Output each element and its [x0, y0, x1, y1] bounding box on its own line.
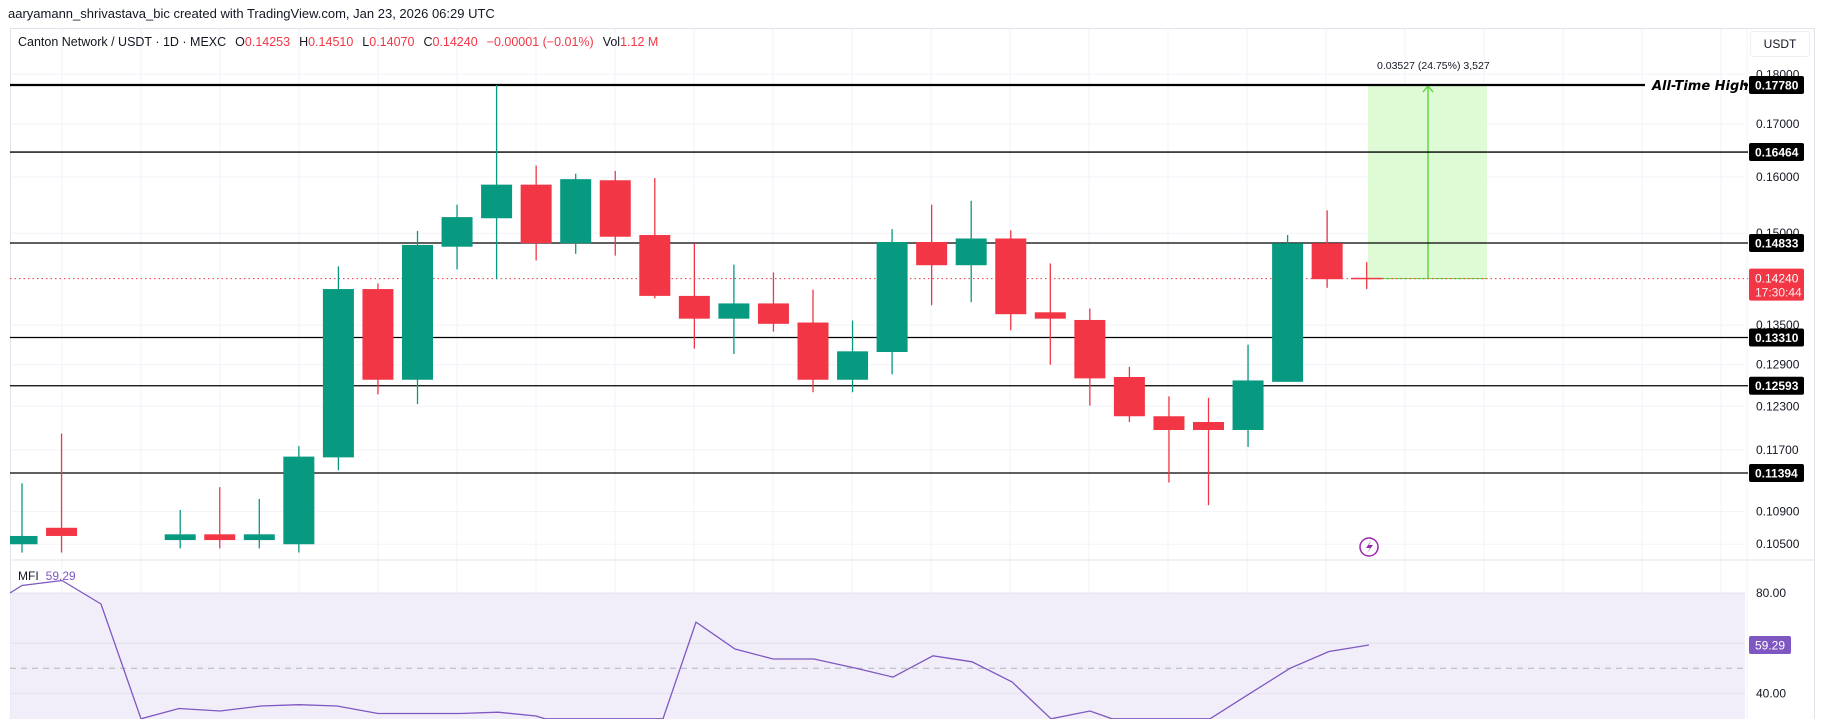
mfi-pane [9, 579, 1745, 719]
price-tick: 0.17000 [1756, 117, 1800, 131]
svg-text:0.12593: 0.12593 [1755, 379, 1799, 393]
candle [481, 85, 513, 280]
level-price-tag [1749, 376, 1804, 395]
candle [639, 178, 671, 299]
candle [520, 165, 552, 261]
candle [1153, 396, 1185, 483]
price-tick: 0.16000 [1756, 170, 1800, 184]
chart-icons [1359, 537, 1379, 557]
candle [204, 487, 236, 549]
candle [837, 320, 869, 393]
candle [916, 204, 948, 306]
candle [1193, 397, 1224, 506]
candle [1074, 308, 1106, 406]
mfi-tick: 80.00 [1756, 586, 1786, 600]
legend-close: C 0.14240 [423, 35, 478, 49]
candle [678, 243, 710, 349]
symbol-legend: Canton Network / USDT · 1D · MEXC O 0.142… [18, 35, 658, 49]
candle [560, 173, 592, 254]
candle [164, 510, 196, 549]
svg-text:0.13310: 0.13310 [1755, 331, 1799, 345]
candlesticks [10, 85, 1383, 553]
candle [1272, 234, 1304, 382]
svg-text:59.29: 59.29 [1755, 638, 1785, 652]
candle [1034, 263, 1066, 365]
price-tick: 0.10900 [1756, 505, 1800, 519]
price-tick: 0.10500 [1756, 537, 1800, 551]
level-price-tag [1749, 328, 1804, 347]
chart-frame [10, 28, 1815, 719]
mfi-name: MFI [18, 569, 39, 583]
svg-text:0.17780: 0.17780 [1755, 79, 1799, 93]
level-price-tag [1749, 463, 1804, 482]
legend-high: H 0.14510 [299, 35, 354, 49]
level-price-tag [1749, 234, 1804, 253]
candle [283, 446, 315, 553]
level-price-tag [1749, 143, 1804, 162]
price-tick: 0.12900 [1756, 358, 1800, 372]
candle [797, 289, 829, 393]
candle [243, 498, 275, 549]
mfi-value-tag [1749, 635, 1791, 654]
candle [322, 266, 354, 471]
ath-label: All-Time High [1651, 79, 1749, 94]
candle [1232, 344, 1264, 447]
currency-selector[interactable]: USDT [1750, 31, 1810, 57]
candle [718, 264, 750, 354]
candle [362, 283, 394, 395]
candle [46, 433, 78, 553]
candle [1351, 262, 1383, 290]
legend-low: L 0.14070 [362, 35, 415, 49]
candle [1311, 210, 1343, 288]
svg-text:0.14833: 0.14833 [1755, 237, 1799, 251]
mfi-value: 59.29 [45, 569, 76, 583]
svg-text:0.14240: 0.14240 [1755, 272, 1799, 286]
legend-volume: Vol 1.12 M [602, 35, 659, 49]
svg-text:0.11394: 0.11394 [1755, 466, 1798, 480]
mfi-legend[interactable]: MFI 59.29 [18, 569, 76, 583]
chart-attribution: aaryamann_shrivastava_bic created with T… [8, 6, 495, 21]
mfi-line [9, 579, 1370, 719]
candle [10, 483, 38, 553]
measure-label: 0.03527 (24.75%) 3,527 [1377, 60, 1490, 72]
candle [876, 229, 908, 375]
candle [995, 230, 1027, 331]
candle [955, 200, 987, 303]
last-price-tag [1749, 268, 1804, 301]
candle [599, 170, 631, 256]
price-axis[interactable]: 0.180000.170000.160000.150000.135000.129… [1749, 67, 1804, 700]
price-tick: 0.11700 [1756, 443, 1799, 457]
candle [441, 204, 473, 270]
price-range-measure[interactable]: 0.03527 (24.75%) 3,527 [1368, 60, 1490, 280]
candle [1113, 366, 1145, 423]
level-price-tag [1749, 76, 1804, 94]
candle [402, 230, 433, 405]
svg-text:0.16464: 0.16464 [1755, 146, 1799, 160]
mfi-tick: 40.00 [1756, 686, 1786, 700]
lightning-icon [1359, 537, 1379, 557]
legend-open: O 0.14253 [235, 35, 291, 49]
legend-change: −0.00001 (−0.01%) [486, 35, 594, 49]
candle [757, 272, 789, 332]
svg-text:17:30:44: 17:30:44 [1755, 286, 1802, 300]
symbol-title[interactable]: Canton Network / USDT · 1D · MEXC [18, 35, 227, 49]
price-tick: 0.12300 [1756, 399, 1800, 413]
